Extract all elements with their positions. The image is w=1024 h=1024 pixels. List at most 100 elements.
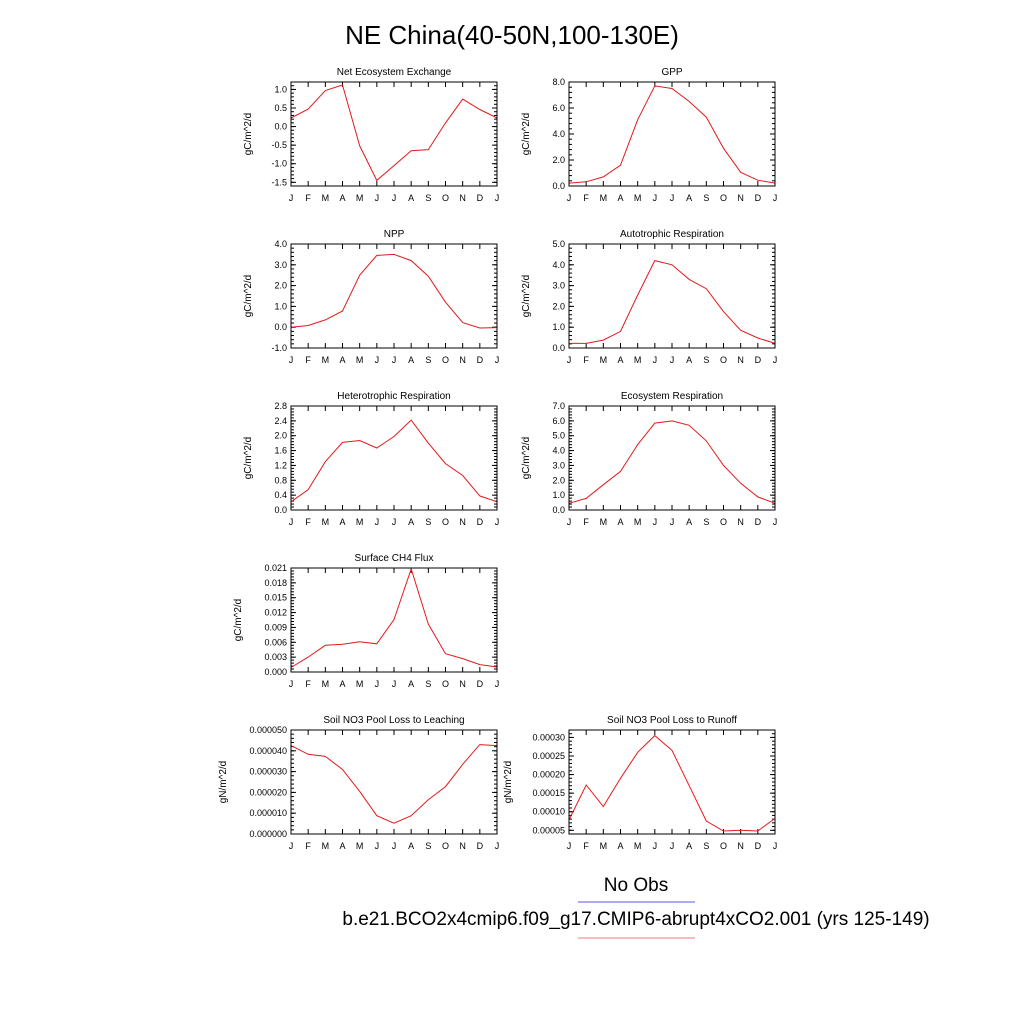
y-tick-label: 4.0 <box>552 446 565 456</box>
y-tick-label: 0.00025 <box>532 751 565 761</box>
x-tick-label: N <box>459 517 466 527</box>
series-line <box>290 84 498 182</box>
legend-label-obs: No Obs <box>604 875 668 896</box>
y-axis-label: gC/m^2/d <box>521 437 532 480</box>
x-tick-label: J <box>289 841 294 851</box>
x-tick-label: N <box>737 193 744 203</box>
x-tick-label: M <box>600 841 608 851</box>
plot-frame <box>568 243 776 349</box>
y-tick-label: 1.6 <box>274 446 287 456</box>
panel-title: Ecosystem Respiration <box>621 391 723 402</box>
x-tick-label: J <box>289 517 294 527</box>
x-tick-label: J <box>392 841 397 851</box>
x-tick-label: J <box>289 355 294 365</box>
x-tick-label: J <box>670 517 675 527</box>
y-tick-label: 0.006 <box>264 637 287 647</box>
x-tick-label: S <box>425 193 431 203</box>
x-tick-label: J <box>375 679 380 689</box>
x-tick-label: M <box>600 355 608 365</box>
y-tick-label: 4.0 <box>552 129 565 139</box>
x-tick-label: F <box>305 679 311 689</box>
x-tick-label: J <box>653 355 658 365</box>
x-tick-label: D <box>477 193 484 203</box>
y-tick-label: 0.0 <box>274 122 287 132</box>
x-tick-label: J <box>495 841 500 851</box>
x-tick-label: M <box>356 679 364 689</box>
x-tick-label: O <box>442 679 449 689</box>
x-tick-label: A <box>339 355 345 365</box>
y-tick-label: 3.0 <box>274 260 287 270</box>
y-tick-label: 0.000010 <box>249 808 287 818</box>
y-tick-label: 0.000000 <box>249 829 287 839</box>
x-tick-label: D <box>477 841 484 851</box>
panel-title: Net Ecosystem Exchange <box>337 67 452 78</box>
y-tick-label: 2.8 <box>274 401 287 411</box>
x-tick-label: O <box>442 355 449 365</box>
y-tick-label: 0.0 <box>274 322 287 332</box>
x-tick-label: J <box>392 679 397 689</box>
x-tick-label: O <box>720 841 727 851</box>
y-tick-label: 0.012 <box>264 608 287 618</box>
x-tick-label: J <box>289 193 294 203</box>
x-tick-label: A <box>339 517 345 527</box>
y-tick-label: 0.00020 <box>532 770 565 780</box>
x-tick-label: M <box>322 193 330 203</box>
x-tick-label: M <box>322 841 330 851</box>
plot-frame <box>290 729 498 835</box>
x-tick-label: A <box>339 193 345 203</box>
y-axis-label: gN/m^2/d <box>218 761 229 804</box>
y-tick-label: 0.00015 <box>532 788 565 798</box>
x-tick-label: N <box>737 355 744 365</box>
y-tick-label: 6.0 <box>552 103 565 113</box>
y-tick-label: 0.0 <box>274 505 287 515</box>
panel-4: Heterotrophic Respiration gC/m^2/d 0.0 0.4 0… <box>243 391 499 527</box>
x-tick-label: M <box>634 355 642 365</box>
plot-frame <box>290 81 498 187</box>
x-tick-label: O <box>720 355 727 365</box>
x-tick-label: A <box>617 355 623 365</box>
y-tick-label: 0.00010 <box>532 807 565 817</box>
y-tick-label: 4.0 <box>274 239 287 249</box>
y-tick-label: -1.5 <box>271 177 287 187</box>
x-tick-label: N <box>459 355 466 365</box>
x-tick-label: O <box>442 193 449 203</box>
x-tick-label: J <box>567 355 572 365</box>
y-tick-label: 3.0 <box>552 460 565 470</box>
plot-frame <box>290 243 498 349</box>
y-tick-label: 0.018 <box>264 578 287 588</box>
y-tick-label: 6.0 <box>552 416 565 426</box>
series-line <box>290 567 498 668</box>
x-tick-label: A <box>617 517 623 527</box>
y-axis-label: gC/m^2/d <box>521 275 532 318</box>
x-tick-label: D <box>755 517 762 527</box>
plot-frame <box>290 405 498 511</box>
x-tick-label: A <box>686 193 692 203</box>
y-tick-label: 0.021 <box>264 563 287 573</box>
plot-frame <box>568 729 776 835</box>
plot-frame <box>568 81 776 187</box>
y-tick-label: 0.000050 <box>249 725 287 735</box>
x-tick-label: F <box>583 355 589 365</box>
x-tick-label: J <box>670 841 675 851</box>
x-tick-label: M <box>356 517 364 527</box>
panel-6: Surface CH4 Flux gC/m^2/d 0.000 0.003 0.006 0… <box>233 553 499 689</box>
series-line <box>290 419 498 503</box>
x-tick-label: J <box>773 355 778 365</box>
x-tick-label: J <box>773 841 778 851</box>
x-tick-label: M <box>356 193 364 203</box>
x-tick-label: J <box>392 193 397 203</box>
y-tick-label: 0.5 <box>274 103 287 113</box>
x-tick-label: A <box>686 517 692 527</box>
figure-legend: No Obs b.e21.BCO2x4cmip6.f09_g17.CMIP6-a… <box>342 875 930 939</box>
y-axis-label: gC/m^2/d <box>243 113 254 156</box>
x-tick-label: J <box>289 679 294 689</box>
y-tick-label: 1.0 <box>274 301 287 311</box>
x-tick-label: J <box>392 355 397 365</box>
y-tick-label: 0.0 <box>552 505 565 515</box>
x-tick-label: M <box>634 193 642 203</box>
x-tick-label: J <box>567 841 572 851</box>
series-line <box>568 85 776 184</box>
x-tick-label: D <box>477 679 484 689</box>
x-tick-label: J <box>653 193 658 203</box>
